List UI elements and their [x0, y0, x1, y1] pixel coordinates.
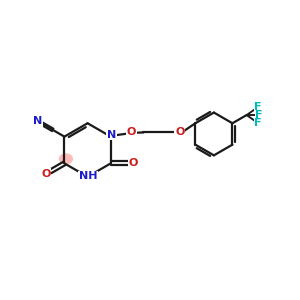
Text: O: O: [175, 128, 184, 137]
Ellipse shape: [59, 153, 73, 165]
Text: O: O: [41, 169, 50, 179]
Ellipse shape: [80, 171, 95, 181]
Text: N: N: [107, 130, 116, 140]
Text: N: N: [33, 116, 43, 126]
Text: F: F: [255, 110, 263, 120]
Text: NH: NH: [79, 171, 97, 181]
Text: F: F: [254, 102, 262, 112]
Text: O: O: [127, 128, 136, 137]
Text: O: O: [129, 158, 138, 168]
Text: F: F: [254, 118, 262, 128]
